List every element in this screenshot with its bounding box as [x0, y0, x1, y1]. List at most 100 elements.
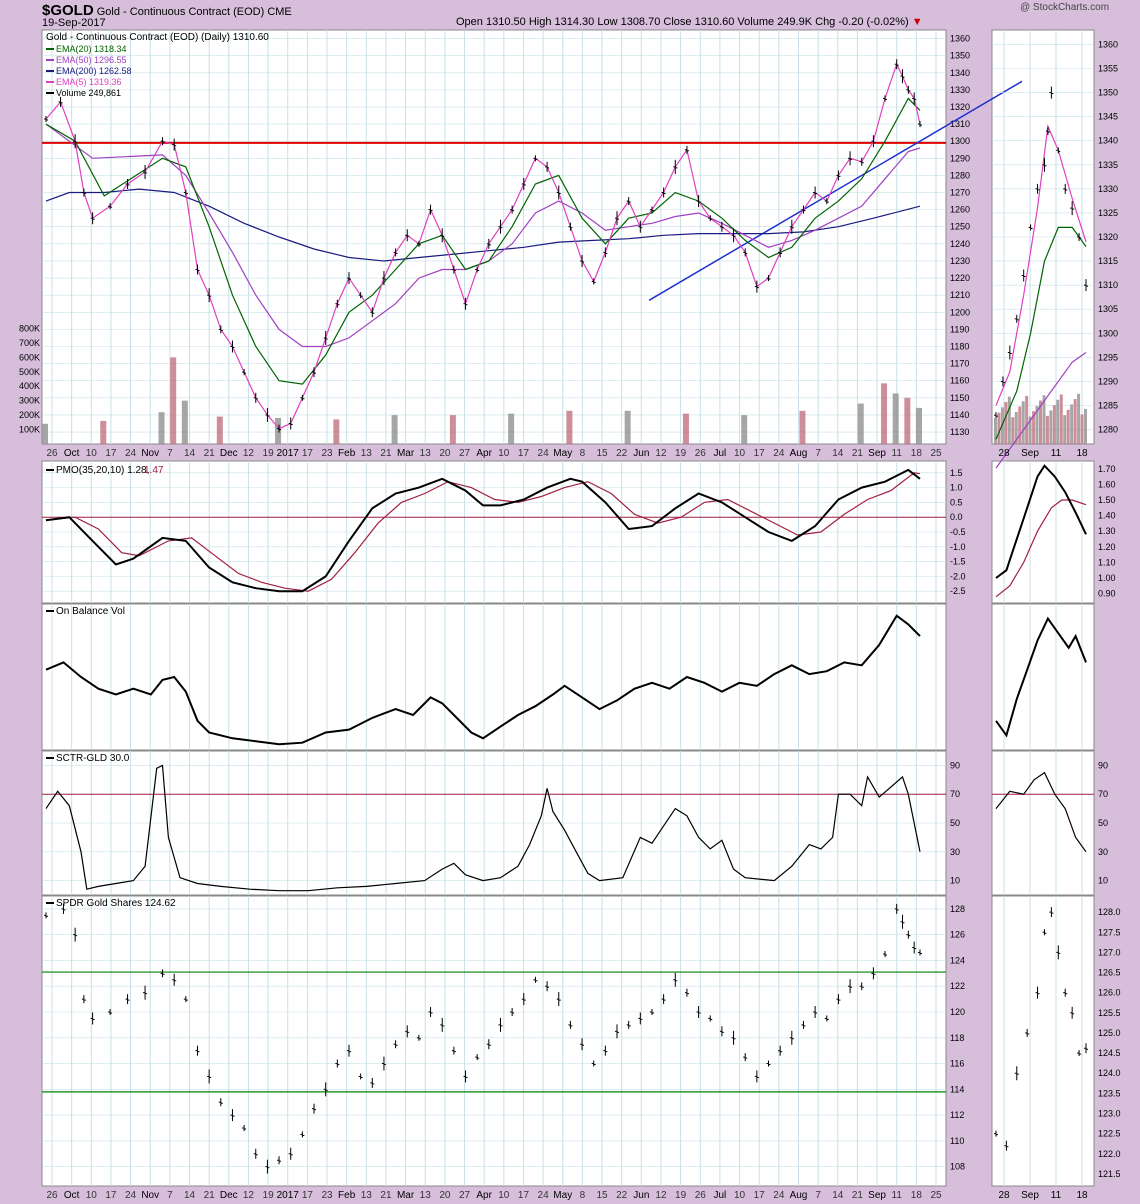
x-tick-label: 10 — [498, 448, 510, 459]
volume-axis-tick: 500K — [19, 367, 40, 377]
zoom-pmo-line — [995, 464, 1087, 579]
x-tick-label-bottom: 14 — [832, 1190, 844, 1201]
zoom-price-axis-tick: 1310 — [1098, 280, 1118, 290]
x-tick-label: 11 — [892, 448, 903, 459]
price-axis-tick: 1140 — [950, 410, 969, 420]
x-tick-label: Oct — [64, 448, 80, 459]
zoom-volume-bar — [1039, 400, 1042, 444]
trendline — [648, 80, 1023, 301]
volume-axis-tick: 200K — [19, 410, 40, 420]
x-tick-label: 26 — [46, 448, 58, 459]
zoom-volume-bar — [1014, 411, 1018, 444]
volume-bar — [566, 410, 573, 444]
x-tick-label: 17 — [105, 448, 117, 459]
zoom-volume-bar — [1084, 409, 1087, 444]
pmo-axis-tick: 0.0 — [950, 512, 963, 522]
price-axis-tick: 1130 — [950, 427, 969, 437]
zoom-volume-bar — [997, 412, 1001, 444]
zoom-pmo-axis-tick: 1.10 — [1098, 557, 1116, 567]
x-tick-label-bottom: 10 — [734, 1190, 746, 1201]
volume-bar — [333, 419, 340, 444]
zoom-price-axis-tick: 1285 — [1098, 400, 1118, 410]
zoom-ema50-line — [995, 352, 1087, 469]
price-axis-tick: 1280 — [950, 170, 970, 180]
price-axis-tick: 1350 — [950, 51, 970, 61]
zoom-volume-bar — [1077, 393, 1081, 444]
zoom-x-tick-label-bottom: 18 — [1076, 1190, 1088, 1201]
price-axis-tick: 1220 — [950, 273, 970, 283]
x-tick-label-bottom: 10 — [86, 1190, 98, 1201]
x-tick-label: Aug — [790, 448, 808, 459]
x-tick-label: 2017 — [277, 448, 300, 459]
price-axis-tick: 1150 — [950, 393, 969, 403]
gld-axis-tick: 124 — [950, 955, 965, 965]
x-tick-label-bottom: Feb — [338, 1190, 356, 1201]
x-tick-label-bottom: May — [553, 1190, 572, 1201]
zoom-gld-axis-tick: 126.0 — [1098, 988, 1121, 998]
x-tick-label: 18 — [911, 448, 923, 459]
volume-axis-tick: 300K — [19, 396, 40, 406]
gld-axis-tick: 110 — [950, 1136, 964, 1146]
x-tick-label-bottom: Dec — [220, 1190, 238, 1201]
zoom-gld-axis-tick: 125.0 — [1098, 1028, 1121, 1038]
price-axis-tick: 1190 — [950, 324, 969, 334]
zoom-pmo-axis-tick: 1.30 — [1098, 526, 1116, 536]
ema20-line — [45, 97, 921, 385]
zoom-pmo-axis-tick: 1.70 — [1098, 464, 1116, 474]
gld-axis-tick: 116 — [950, 1059, 964, 1069]
zoom-ema20-line — [995, 226, 1087, 440]
zoom-volume-bar — [1070, 404, 1074, 444]
price-axis-tick: 1290 — [950, 153, 970, 163]
zoom-ema5-line — [995, 124, 1087, 406]
x-tick-label-bottom: 24 — [773, 1190, 785, 1201]
x-tick-label: Jun — [633, 448, 649, 459]
x-tick-label-bottom: 11 — [892, 1190, 903, 1201]
zoom-price-axis-tick: 1345 — [1098, 112, 1118, 122]
x-tick-label: 8 — [580, 448, 586, 459]
zoom-pmo-axis-tick: 1.20 — [1098, 542, 1116, 552]
x-tick-label: 10 — [86, 448, 98, 459]
ema200-line — [45, 188, 921, 262]
zoom-x-tick-label: 28 — [998, 448, 1010, 459]
volume-bar — [508, 413, 515, 444]
zoom-volume-bar — [1042, 395, 1046, 444]
chg-label: Chg — [815, 16, 836, 28]
sctr-axis-tick: 70 — [950, 789, 960, 799]
pmo-axis-tick: 0.5 — [950, 497, 963, 507]
x-tick-label: 25 — [930, 448, 942, 459]
zoom-price-axis-tick: 1280 — [1098, 425, 1118, 435]
price-axis-tick: 1250 — [950, 222, 970, 232]
x-tick-label-bottom: 26 — [46, 1190, 58, 1201]
x-tick-label: 24 — [538, 448, 550, 459]
x-tick-label-bottom: Apr — [476, 1190, 492, 1201]
zoom-volume-bar — [1045, 415, 1049, 444]
x-tick-label: 21 — [204, 448, 216, 459]
volume-value: 249.9K — [777, 16, 813, 28]
gld-axis-tick: 118 — [950, 1033, 964, 1043]
volume-bar — [916, 407, 922, 444]
zoom-panel-1 — [991, 460, 1095, 604]
x-tick-label: 19 — [263, 448, 275, 459]
pmo-axis-tick: -2.0 — [950, 571, 966, 581]
close-label: Close — [663, 16, 692, 28]
price-axis-tick: 1300 — [950, 136, 970, 146]
x-tick-label: 7 — [815, 448, 821, 459]
down-arrow-icon: ▼ — [911, 16, 923, 28]
zoom-gld-axis-tick: 124.5 — [1098, 1048, 1121, 1058]
zoom-gld-axis-tick: 123.0 — [1098, 1109, 1121, 1119]
x-tick-label-bottom: 14 — [184, 1190, 196, 1201]
zoom-sctr-axis-tick: 30 — [1098, 847, 1108, 857]
x-tick-label-bottom: 17 — [518, 1190, 530, 1201]
volume-bar — [158, 412, 165, 444]
x-tick-label-bottom: Jul — [714, 1190, 727, 1201]
zoom-volume-bar — [1021, 401, 1025, 444]
header-date: 19-Sep-2017 — [42, 17, 106, 29]
header-title: $GOLD Gold - Continuous Contract (EOD) C… — [42, 2, 292, 19]
volume-bar — [42, 423, 48, 444]
x-tick-label: 19 — [675, 448, 687, 459]
zoom-gld-axis-tick: 122.0 — [1098, 1149, 1121, 1159]
zoom-obv-line — [995, 616, 1087, 738]
zoom-gld-axis-tick: 127.5 — [1098, 927, 1121, 937]
